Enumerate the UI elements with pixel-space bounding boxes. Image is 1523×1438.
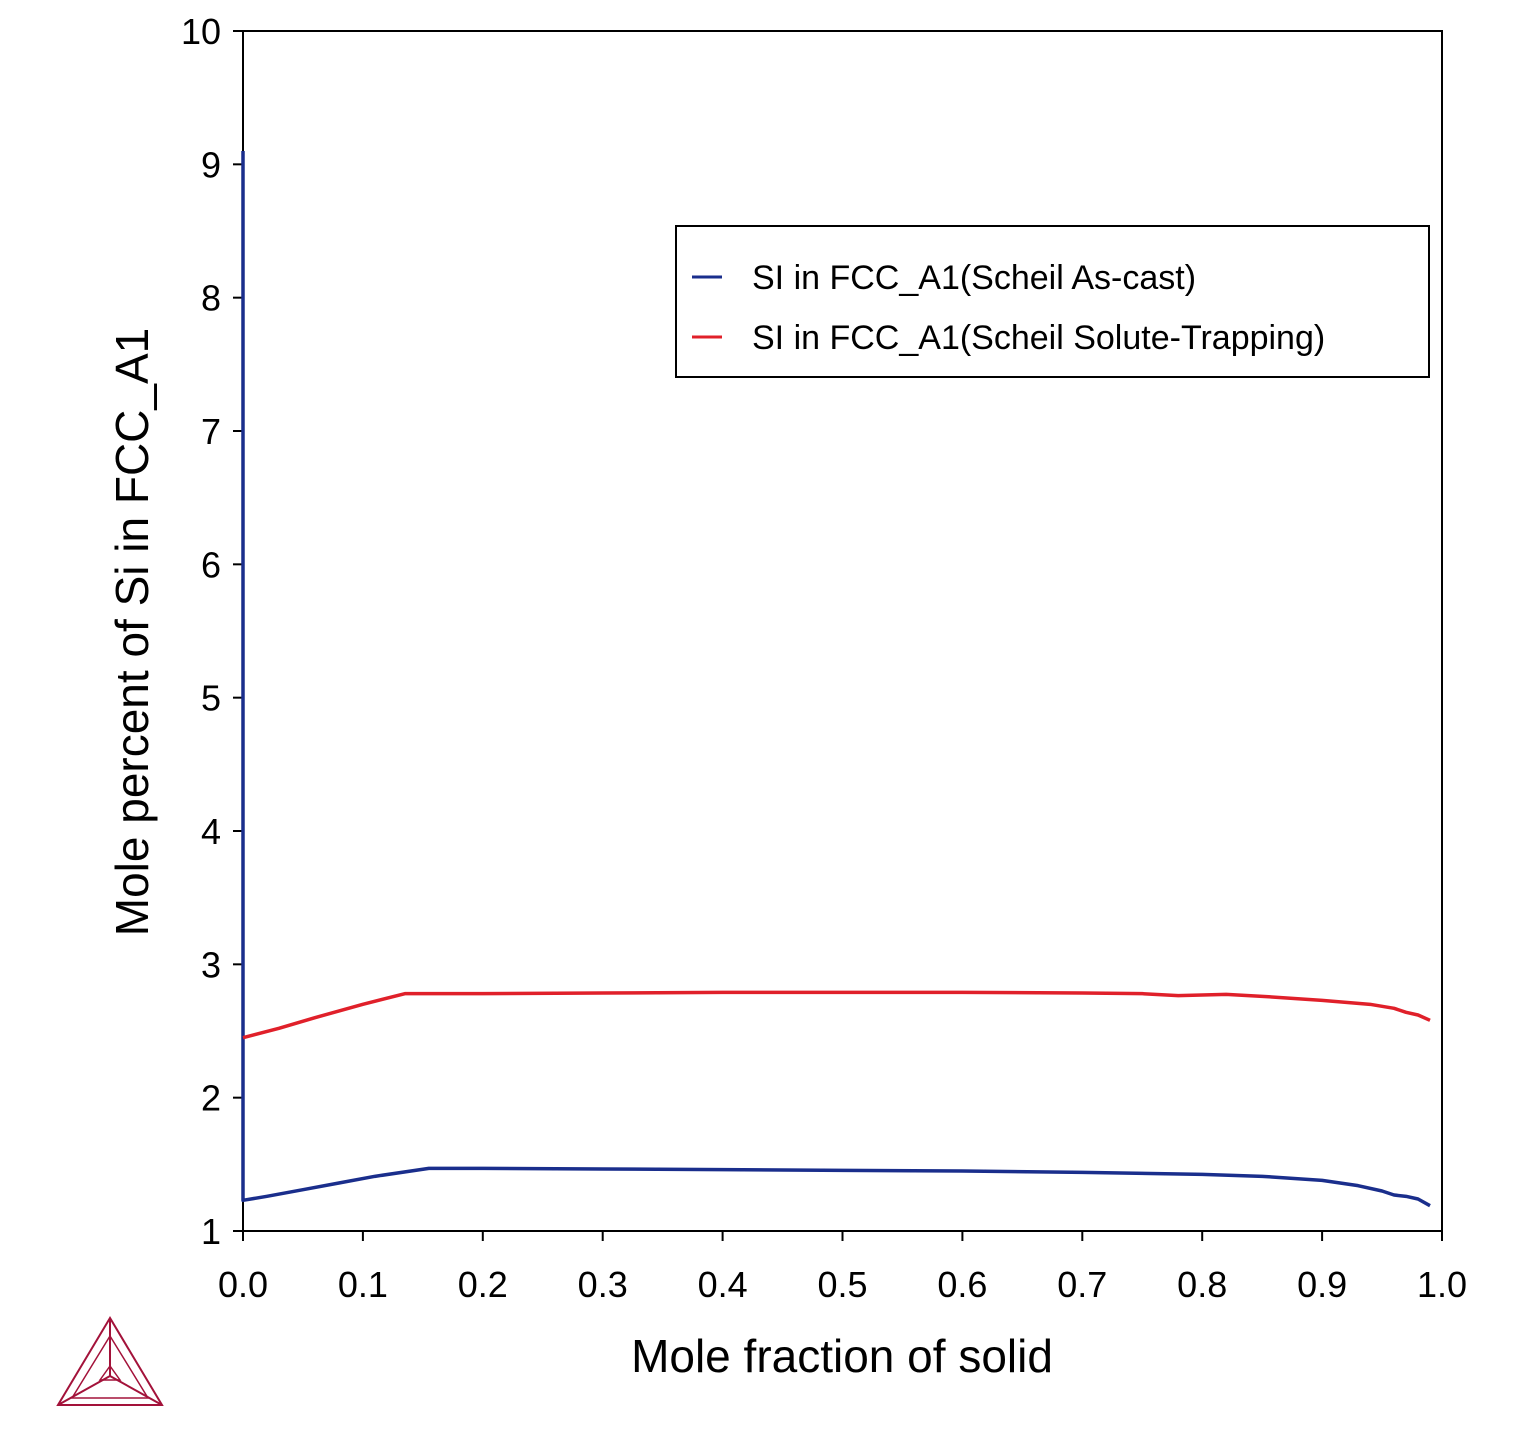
thermo-calc-logo (56, 1316, 164, 1406)
x-tick-label: 0.9 (1297, 1264, 1347, 1305)
logo-line-left (57, 1375, 111, 1406)
logo-line-right (109, 1375, 163, 1406)
x-tick-label: 0.6 (937, 1264, 987, 1305)
plot-area (242, 30, 1443, 1232)
y-tick-label: 8 (201, 278, 221, 319)
x-tick-label: 0.8 (1177, 1264, 1227, 1305)
y-axis: 1 2 3 4 5 6 7 8 9 10 (181, 11, 243, 1252)
x-tick-label: 0.1 (338, 1264, 388, 1305)
y-tick-label: 2 (201, 1078, 221, 1119)
logo-outer-triangle (56, 1316, 164, 1406)
x-axis-title: Mole fraction of solid (631, 1330, 1053, 1382)
legend: SI in FCC_A1(Scheil As-cast) SI in FCC_A… (675, 225, 1430, 378)
x-tick-label: 0.5 (817, 1264, 867, 1305)
y-tick-label: 5 (201, 678, 221, 719)
series-line-as-cast (241, 151, 1431, 1208)
y-tick-label: 1 (201, 1211, 221, 1252)
x-axis: 0.0 0.1 0.2 0.3 0.4 0.5 0.6 0.7 0.8 0.9 1.0 (218, 1231, 1467, 1305)
y-tick-label: 3 (201, 944, 221, 985)
x-tick-label: 1.0 (1417, 1264, 1467, 1305)
x-tick-label: 0.7 (1057, 1264, 1107, 1305)
series-lines (241, 151, 1431, 1208)
y-tick-label: 4 (201, 811, 221, 852)
logo-inner-triangle (70, 1334, 150, 1399)
x-tick-label: 0.2 (458, 1264, 508, 1305)
legend-label-as-cast: SI in FCC_A1(Scheil As-cast) (752, 259, 1196, 297)
x-tick-label: 0.3 (578, 1264, 628, 1305)
y-tick-label: 9 (201, 144, 221, 185)
logo-center-triangle (98, 1364, 122, 1381)
x-tick-label: 0.4 (698, 1264, 748, 1305)
y-tick-label: 6 (201, 544, 221, 585)
legend-box (675, 225, 1430, 378)
y-tick-label: 7 (201, 411, 221, 452)
x-tick-label: 0.0 (218, 1264, 268, 1305)
y-axis-title: Mole percent of Si in FCC_A1 (106, 328, 158, 937)
y-tick-label: 10 (181, 11, 221, 52)
legend-label-solute-trapping: SI in FCC_A1(Scheil Solute-Trapping) (752, 319, 1325, 357)
series-line-solute-trapping (242, 990, 1431, 1040)
plot-frame (242, 30, 1443, 1232)
